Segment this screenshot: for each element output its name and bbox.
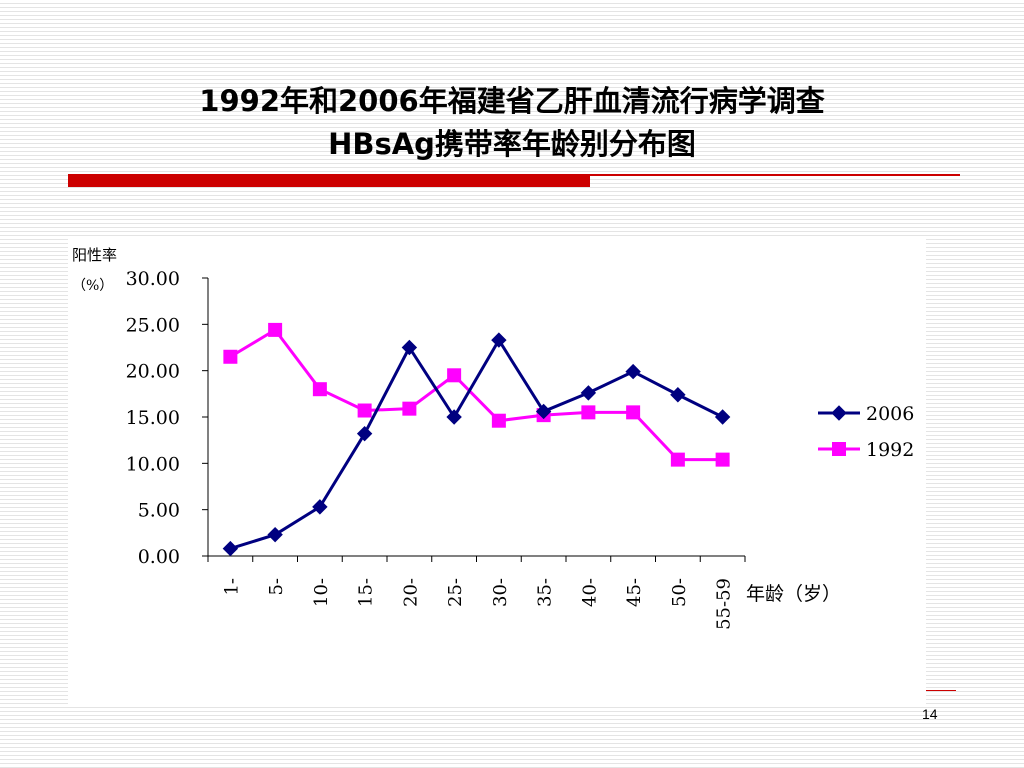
data-point	[223, 349, 238, 364]
x-tick-label: 1-	[221, 578, 242, 596]
x-axis-label: 年龄（岁）	[746, 583, 841, 605]
data-point	[626, 405, 641, 420]
x-tick-label: 50-	[669, 578, 690, 607]
title-underline-bar	[68, 174, 590, 187]
slide-title-line2: HBsAg携带率年龄别分布图	[328, 127, 696, 161]
data-point	[446, 409, 462, 425]
x-tick-label: 5-	[266, 578, 287, 596]
x-tick-label: 15-	[356, 578, 377, 607]
data-point	[580, 385, 597, 401]
chart-panel	[68, 238, 926, 706]
data-point	[357, 403, 372, 418]
data-point	[401, 339, 418, 356]
x-tick-label: 25-	[445, 578, 466, 607]
data-point	[714, 409, 731, 425]
x-tick-label: 10-	[311, 578, 332, 607]
x-tick-label: 30-	[490, 578, 511, 607]
y-tick-label: 10.00	[126, 453, 180, 475]
data-point	[491, 413, 506, 428]
data-point	[312, 499, 328, 515]
x-tick-label: 45-	[624, 578, 645, 607]
y-tick-label: 15.00	[126, 407, 180, 429]
page-number: 14	[922, 706, 938, 722]
x-tick-label: 20-	[400, 578, 421, 607]
data-point	[491, 332, 507, 348]
data-point	[268, 322, 283, 337]
x-tick-label: 35-	[535, 578, 556, 607]
data-point	[312, 382, 327, 397]
y-tick-label: 5.00	[138, 500, 180, 522]
title-underline-thin	[590, 174, 960, 176]
x-tick-label: 55-59	[714, 578, 735, 630]
y-tick-label: 20.00	[126, 361, 180, 383]
data-point	[625, 363, 641, 380]
legend-label: 1992	[866, 439, 914, 461]
legend-label: 2006	[866, 403, 914, 425]
y-axis-label-line1: 阳性率	[72, 246, 117, 264]
data-point	[581, 405, 596, 420]
data-point	[356, 425, 373, 442]
series-line-2006	[229, 338, 724, 551]
series-line-1992	[229, 328, 723, 462]
data-point	[670, 387, 686, 403]
data-point	[715, 452, 730, 467]
data-point	[402, 401, 417, 416]
y-tick-label: 0.00	[138, 546, 180, 568]
data-point	[670, 452, 685, 467]
data-point	[447, 368, 462, 383]
slide-title-line1: 1992年和2006年福建省乙肝血清流行病学调查	[199, 84, 825, 118]
data-point	[535, 403, 552, 420]
footer-accent-line	[926, 690, 956, 691]
data-point	[832, 442, 846, 456]
data-point	[267, 526, 283, 543]
y-axis-label-line2: （%）	[72, 278, 113, 294]
data-point	[831, 405, 847, 421]
data-point	[222, 540, 239, 557]
x-tick-label: 40-	[579, 578, 600, 607]
y-tick-label: 25.00	[126, 314, 180, 336]
y-tick-label: 30.00	[126, 268, 180, 290]
